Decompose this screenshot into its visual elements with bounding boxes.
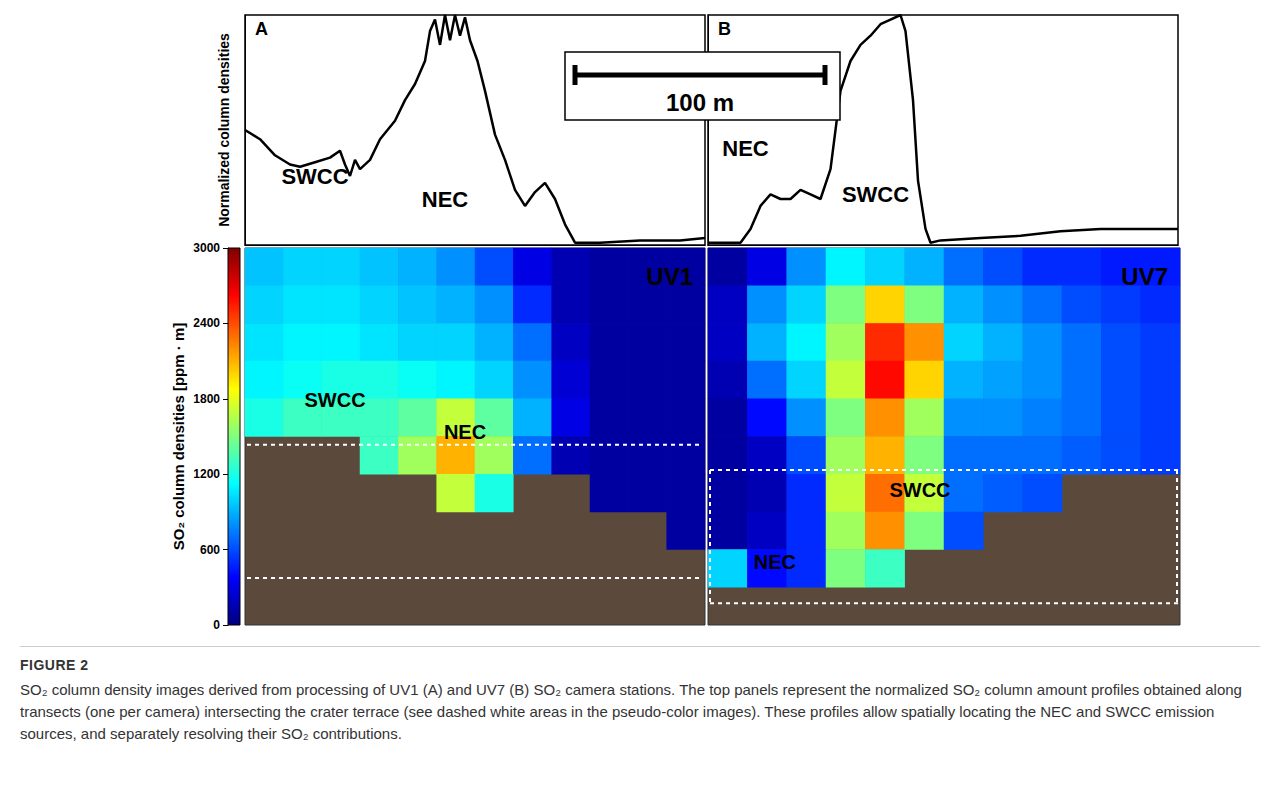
svg-text:NEC: NEC <box>722 136 769 161</box>
svg-text:NEC: NEC <box>422 187 469 212</box>
svg-text:UV1: UV1 <box>646 263 693 290</box>
html-text:SO₂ column density images deri: SO₂ column density images derived from p… <box>20 681 1242 742</box>
svg-text:2400: 2400 <box>193 316 220 330</box>
svg-text:NEC: NEC <box>754 551 796 573</box>
svg-text:100 m: 100 m <box>666 89 734 116</box>
svg-text:600: 600 <box>200 543 220 557</box>
svg-text:1800: 1800 <box>193 392 220 406</box>
svg-text:SO₂ column densities [ppm · m]: SO₂ column densities [ppm · m] <box>170 323 187 551</box>
html-text:FIGURE 2: FIGURE 2 <box>20 657 89 673</box>
svg-text:SWCC: SWCC <box>842 182 909 207</box>
svg-text:3000: 3000 <box>193 241 220 255</box>
svg-text:UV7: UV7 <box>1121 263 1168 290</box>
svg-text:0: 0 <box>213 618 220 632</box>
svg-text:SWCC: SWCC <box>889 479 950 501</box>
svg-text:A: A <box>255 19 268 39</box>
svg-text:SWCC: SWCC <box>305 389 366 411</box>
svg-text:1200: 1200 <box>193 467 220 481</box>
svg-text:Normalized column densities: Normalized column densities <box>216 33 232 227</box>
svg-text:NEC: NEC <box>444 421 486 443</box>
svg-text:B: B <box>718 19 731 39</box>
svg-text:SWCC: SWCC <box>281 164 348 189</box>
